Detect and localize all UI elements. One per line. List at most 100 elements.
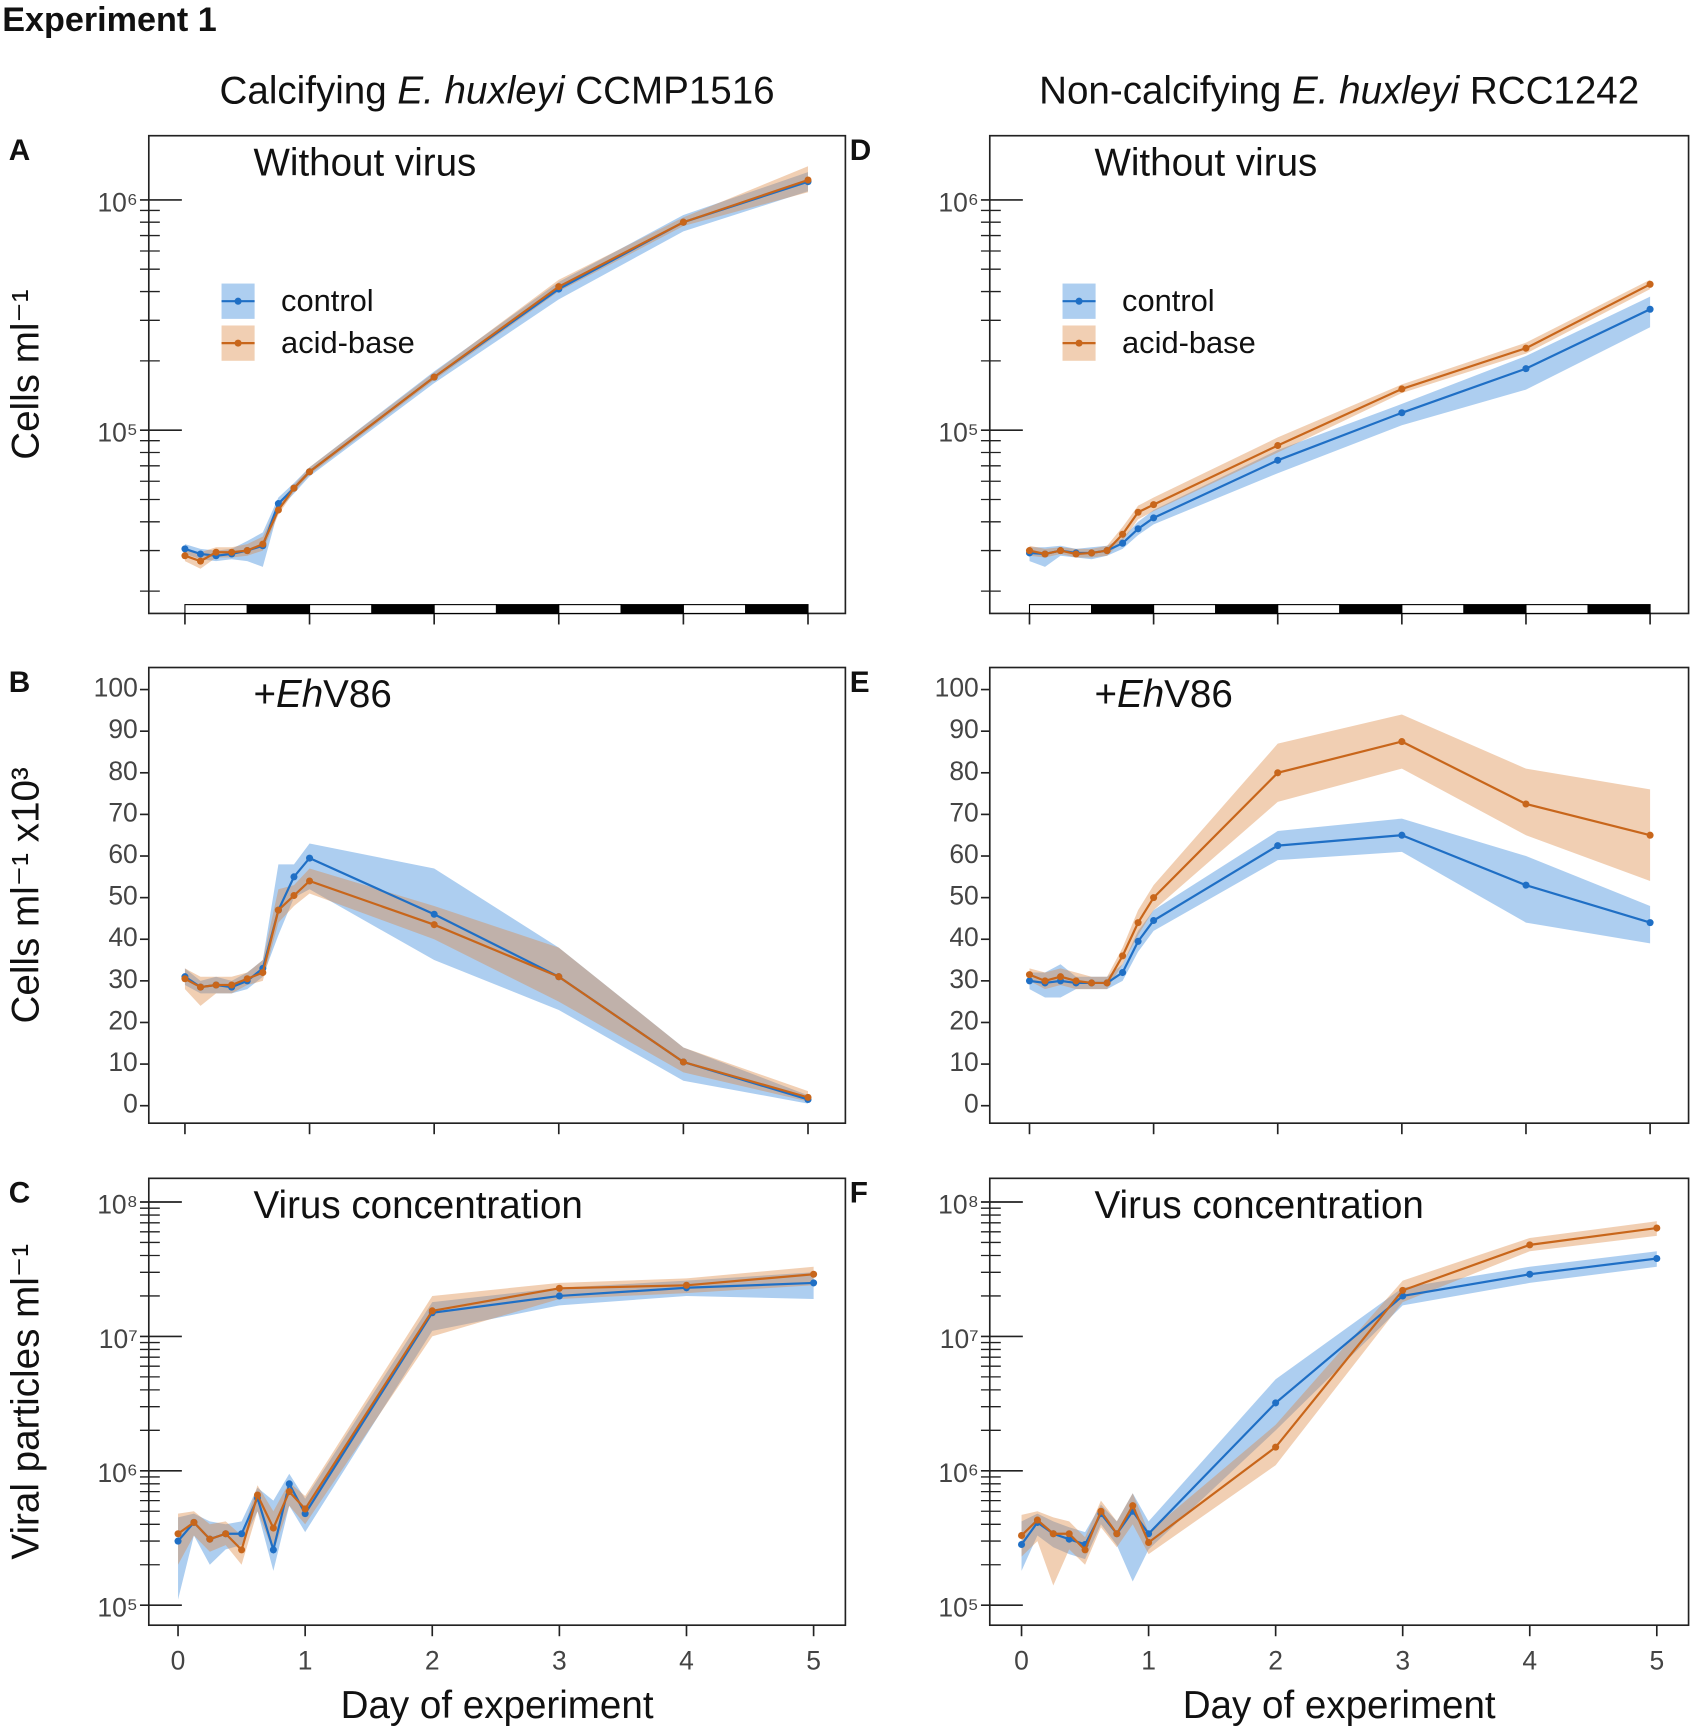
- panel-letter: E: [850, 666, 870, 699]
- error-band: [178, 1266, 814, 1565]
- column-title: Non-calcifying E. huxleyi RCC1242: [1039, 70, 1639, 113]
- plot-frame: [147, 1177, 847, 1627]
- light-dark-bar: [745, 604, 809, 614]
- x-axis-label: Day of experiment: [341, 1684, 654, 1727]
- data-point: [1072, 550, 1080, 558]
- y-tick-label: 100: [94, 673, 138, 703]
- panel-title-part: Without virus: [254, 141, 477, 184]
- data-point: [1646, 831, 1654, 839]
- panel-title-part: V86: [323, 673, 392, 716]
- x-tick-label: 3: [1395, 1646, 1410, 1676]
- light-dark-bar: [1091, 604, 1155, 614]
- data-point: [306, 854, 314, 862]
- light-dark-bar: [433, 604, 498, 614]
- data-point: [1065, 1530, 1073, 1538]
- data-point: [555, 1292, 563, 1300]
- panel-title: Without virus: [1094, 141, 1317, 184]
- data-point: [1041, 550, 1049, 558]
- column-title-part: E. huxleyi: [397, 70, 566, 113]
- data-point: [1150, 514, 1158, 522]
- data-point: [196, 550, 205, 558]
- data-point: [1119, 969, 1127, 977]
- y-tick-label: 70: [949, 797, 978, 827]
- data-point: [1646, 305, 1654, 313]
- data-point: [1103, 547, 1111, 555]
- data-point: [1134, 508, 1142, 516]
- y-tick-label: 40: [949, 922, 978, 952]
- panel-title-part: Virus concentration: [254, 1184, 583, 1227]
- panel-letter: C: [9, 1177, 30, 1210]
- data-point: [181, 552, 189, 560]
- light-dark-bar: [620, 604, 684, 614]
- y-tick-label: 90: [949, 714, 978, 744]
- data-point: [430, 921, 438, 929]
- y-tick-label: 50: [949, 881, 978, 911]
- data-point: [1526, 1270, 1534, 1278]
- x-tick-label: 2: [425, 1646, 440, 1676]
- data-point: [174, 1537, 182, 1545]
- x-tick-label: 1: [298, 1646, 313, 1676]
- data-point: [206, 1535, 214, 1543]
- data-point: [181, 975, 189, 983]
- y-tick-label: 80: [108, 756, 137, 786]
- panel-title-part: V86: [1164, 673, 1233, 716]
- plot-frame: [988, 666, 1690, 1125]
- y-tick-label: 20: [949, 1005, 978, 1035]
- data-point: [253, 1491, 262, 1499]
- error-band: [184, 868, 809, 1102]
- data-point: [1097, 1507, 1105, 1515]
- data-point: [1119, 539, 1127, 547]
- column-title-part: CCMP1516: [565, 70, 775, 113]
- data-point: [430, 910, 438, 918]
- y-tick-label: 10⁶: [938, 187, 978, 217]
- x-tick-label: 5: [806, 1646, 821, 1676]
- light-dark-bar: [1587, 604, 1651, 614]
- light-dark-bar: [308, 604, 373, 614]
- error-band: [184, 843, 809, 1104]
- y-tick-label: 100: [935, 673, 979, 703]
- data-point: [1041, 977, 1049, 985]
- data-point: [1129, 1502, 1137, 1510]
- data-point: [810, 1279, 818, 1287]
- y-tick-label: 10⁷: [99, 1324, 138, 1354]
- data-point: [269, 1546, 277, 1554]
- y-tick-label: 10⁵: [938, 418, 978, 448]
- y-tick-label: 10⁵: [97, 418, 137, 448]
- column-title-part: Calcifying: [220, 70, 398, 113]
- y-tick-label: 40: [108, 922, 137, 952]
- data-point: [274, 500, 282, 508]
- data-point: [1134, 525, 1142, 533]
- data-point: [1398, 409, 1406, 417]
- data-point: [1646, 919, 1654, 927]
- legend-point: [234, 339, 242, 347]
- light-dark-bar: [1215, 604, 1279, 614]
- y-tick-label: 10⁸: [97, 1189, 138, 1219]
- light-dark-bar: [1463, 604, 1527, 614]
- data-point: [555, 1284, 563, 1292]
- data-point: [1653, 1254, 1661, 1263]
- data-point: [1522, 365, 1530, 373]
- data-point: [274, 906, 282, 914]
- data-point: [1522, 881, 1530, 889]
- data-point: [228, 981, 236, 989]
- y-tick-label: 30: [108, 964, 137, 994]
- error-band: [1021, 1251, 1657, 1582]
- legend-label: acid-base: [1122, 325, 1256, 360]
- data-point: [1398, 831, 1406, 839]
- data-point: [243, 547, 251, 555]
- data-point: [228, 548, 236, 556]
- data-point: [196, 557, 205, 565]
- light-dark-bar: [184, 604, 248, 614]
- data-point: [1081, 1546, 1089, 1554]
- legend-label: control: [281, 283, 374, 318]
- legend-point: [1075, 339, 1083, 347]
- data-point: [290, 484, 298, 492]
- y-tick-label: 10⁷: [940, 1324, 979, 1354]
- y-tick-label: 90: [108, 714, 137, 744]
- figure-title: Experiment 1: [2, 1, 217, 39]
- light-dark-bar: [1277, 604, 1341, 614]
- data-point: [1145, 1530, 1153, 1538]
- data-point: [238, 1546, 246, 1554]
- x-tick-label: 1: [1141, 1646, 1156, 1676]
- light-dark-bar: [371, 604, 435, 614]
